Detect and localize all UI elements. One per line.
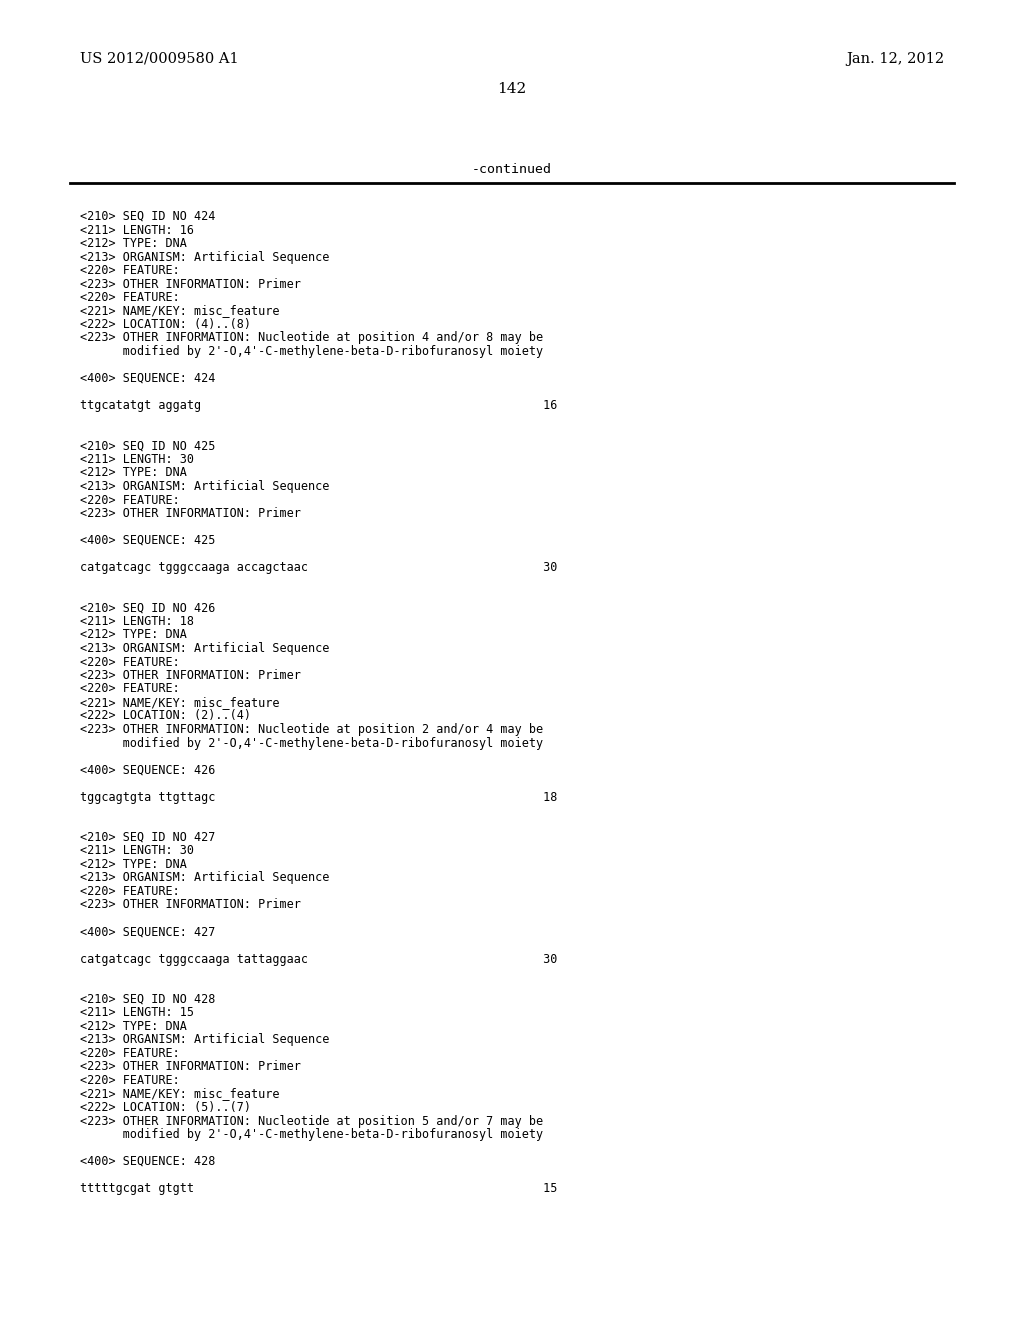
Text: <223> OTHER INFORMATION: Primer: <223> OTHER INFORMATION: Primer: [80, 899, 301, 912]
Text: <223> OTHER INFORMATION: Nucleotide at position 4 and/or 8 may be: <223> OTHER INFORMATION: Nucleotide at p…: [80, 331, 543, 345]
Text: modified by 2'-O,4'-C-methylene-beta-D-ribofuranosyl moiety: modified by 2'-O,4'-C-methylene-beta-D-r…: [80, 1129, 543, 1140]
Text: <220> FEATURE:: <220> FEATURE:: [80, 884, 180, 898]
Text: <212> TYPE: DNA: <212> TYPE: DNA: [80, 628, 186, 642]
Text: tggcagtgta ttgttagc                                              18: tggcagtgta ttgttagc 18: [80, 791, 557, 804]
Text: <220> FEATURE:: <220> FEATURE:: [80, 494, 180, 507]
Text: <211> LENGTH: 16: <211> LENGTH: 16: [80, 223, 194, 236]
Text: modified by 2'-O,4'-C-methylene-beta-D-ribofuranosyl moiety: modified by 2'-O,4'-C-methylene-beta-D-r…: [80, 345, 543, 358]
Text: <223> OTHER INFORMATION: Primer: <223> OTHER INFORMATION: Primer: [80, 669, 301, 682]
Text: <211> LENGTH: 18: <211> LENGTH: 18: [80, 615, 194, 628]
Text: <400> SEQUENCE: 428: <400> SEQUENCE: 428: [80, 1155, 215, 1168]
Text: <220> FEATURE:: <220> FEATURE:: [80, 656, 180, 668]
Text: <210> SEQ ID NO 428: <210> SEQ ID NO 428: [80, 993, 215, 1006]
Text: <220> FEATURE:: <220> FEATURE:: [80, 1047, 180, 1060]
Text: <212> TYPE: DNA: <212> TYPE: DNA: [80, 238, 186, 249]
Text: <211> LENGTH: 30: <211> LENGTH: 30: [80, 453, 194, 466]
Text: <221> NAME/KEY: misc_feature: <221> NAME/KEY: misc_feature: [80, 1088, 280, 1101]
Text: <223> OTHER INFORMATION: Nucleotide at position 5 and/or 7 may be: <223> OTHER INFORMATION: Nucleotide at p…: [80, 1114, 543, 1127]
Text: <220> FEATURE:: <220> FEATURE:: [80, 682, 180, 696]
Text: <213> ORGANISM: Artificial Sequence: <213> ORGANISM: Artificial Sequence: [80, 642, 330, 655]
Text: <213> ORGANISM: Artificial Sequence: <213> ORGANISM: Artificial Sequence: [80, 1034, 330, 1047]
Text: <223> OTHER INFORMATION: Nucleotide at position 2 and/or 4 may be: <223> OTHER INFORMATION: Nucleotide at p…: [80, 723, 543, 737]
Text: <220> FEATURE:: <220> FEATURE:: [80, 264, 180, 277]
Text: 142: 142: [498, 82, 526, 96]
Text: <222> LOCATION: (2)..(4): <222> LOCATION: (2)..(4): [80, 710, 251, 722]
Text: <220> FEATURE:: <220> FEATURE:: [80, 290, 180, 304]
Text: <213> ORGANISM: Artificial Sequence: <213> ORGANISM: Artificial Sequence: [80, 480, 330, 492]
Text: <212> TYPE: DNA: <212> TYPE: DNA: [80, 466, 186, 479]
Text: <400> SEQUENCE: 426: <400> SEQUENCE: 426: [80, 763, 215, 776]
Text: US 2012/0009580 A1: US 2012/0009580 A1: [80, 51, 239, 66]
Text: <221> NAME/KEY: misc_feature: <221> NAME/KEY: misc_feature: [80, 305, 280, 318]
Text: <220> FEATURE:: <220> FEATURE:: [80, 1074, 180, 1086]
Text: -continued: -continued: [472, 162, 552, 176]
Text: <400> SEQUENCE: 425: <400> SEQUENCE: 425: [80, 535, 215, 546]
Text: ttgcatatgt aggatg                                                16: ttgcatatgt aggatg 16: [80, 399, 557, 412]
Text: <212> TYPE: DNA: <212> TYPE: DNA: [80, 858, 186, 871]
Text: <222> LOCATION: (5)..(7): <222> LOCATION: (5)..(7): [80, 1101, 251, 1114]
Text: <400> SEQUENCE: 424: <400> SEQUENCE: 424: [80, 372, 215, 385]
Text: tttttgcgat gtgtt                                                 15: tttttgcgat gtgtt 15: [80, 1181, 557, 1195]
Text: <210> SEQ ID NO 425: <210> SEQ ID NO 425: [80, 440, 215, 453]
Text: <223> OTHER INFORMATION: Primer: <223> OTHER INFORMATION: Primer: [80, 507, 301, 520]
Text: <221> NAME/KEY: misc_feature: <221> NAME/KEY: misc_feature: [80, 696, 280, 709]
Text: <223> OTHER INFORMATION: Primer: <223> OTHER INFORMATION: Primer: [80, 277, 301, 290]
Text: Jan. 12, 2012: Jan. 12, 2012: [846, 51, 944, 66]
Text: <400> SEQUENCE: 427: <400> SEQUENCE: 427: [80, 925, 215, 939]
Text: <212> TYPE: DNA: <212> TYPE: DNA: [80, 1020, 186, 1034]
Text: catgatcagc tgggccaaga tattaggaac                                 30: catgatcagc tgggccaaga tattaggaac 30: [80, 953, 557, 965]
Text: <210> SEQ ID NO 426: <210> SEQ ID NO 426: [80, 602, 215, 615]
Text: <210> SEQ ID NO 424: <210> SEQ ID NO 424: [80, 210, 215, 223]
Text: <211> LENGTH: 15: <211> LENGTH: 15: [80, 1006, 194, 1019]
Text: <223> OTHER INFORMATION: Primer: <223> OTHER INFORMATION: Primer: [80, 1060, 301, 1073]
Text: <213> ORGANISM: Artificial Sequence: <213> ORGANISM: Artificial Sequence: [80, 871, 330, 884]
Text: modified by 2'-O,4'-C-methylene-beta-D-ribofuranosyl moiety: modified by 2'-O,4'-C-methylene-beta-D-r…: [80, 737, 543, 750]
Text: <213> ORGANISM: Artificial Sequence: <213> ORGANISM: Artificial Sequence: [80, 251, 330, 264]
Text: <222> LOCATION: (4)..(8): <222> LOCATION: (4)..(8): [80, 318, 251, 331]
Text: <210> SEQ ID NO 427: <210> SEQ ID NO 427: [80, 832, 215, 843]
Text: <211> LENGTH: 30: <211> LENGTH: 30: [80, 845, 194, 858]
Text: catgatcagc tgggccaaga accagctaac                                 30: catgatcagc tgggccaaga accagctaac 30: [80, 561, 557, 574]
